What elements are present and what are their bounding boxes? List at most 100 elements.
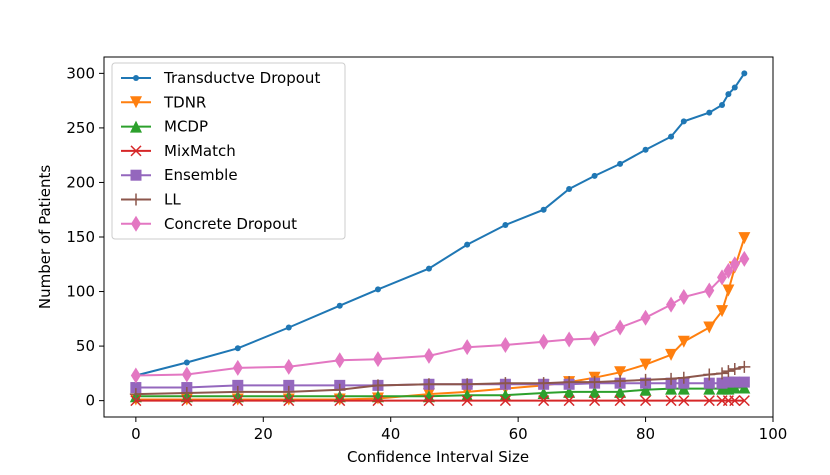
data-point-mixmatch: [678, 395, 690, 407]
data-point-mixmatch: [738, 395, 750, 407]
series-ll: [129, 360, 751, 401]
data-point-ll: [677, 371, 690, 384]
x-tick-label: 0: [131, 425, 141, 443]
x-tick-label: 80: [636, 425, 655, 443]
data-point-concrete-dropout: [130, 367, 141, 384]
data-point-concrete-dropout: [640, 309, 651, 326]
y-tick-label: 0: [85, 392, 95, 410]
data-point-concrete-dropout: [564, 331, 575, 348]
data-point-mixmatch: [232, 395, 244, 407]
legend-item-ll: LL: [121, 191, 181, 209]
data-point-ll: [129, 388, 142, 401]
data-point-mcdp: [614, 385, 627, 398]
data-point-transductve-dropout: [725, 91, 732, 98]
data-point-transductve-dropout: [425, 265, 432, 272]
data-point-transductve-dropout: [183, 359, 190, 366]
y-tick-label: 100: [66, 283, 95, 301]
data-point-ensemble: [130, 382, 142, 394]
data-point-concrete-dropout: [462, 339, 473, 356]
data-point-tdnr: [665, 348, 678, 361]
data-point-ll: [614, 375, 627, 387]
data-point-transductve-dropout: [706, 109, 713, 116]
data-point-concrete-dropout: [615, 319, 626, 336]
data-point-transductve-dropout: [731, 84, 738, 91]
data-point-ll: [563, 376, 576, 389]
legend-label: LL: [164, 191, 181, 209]
legend-item-concrete-dropout: Concrete Dropout: [121, 215, 297, 233]
data-point-ll: [461, 378, 474, 391]
data-point-mcdp: [588, 385, 601, 398]
data-point-transductve-dropout: [566, 186, 573, 192]
data-point-mixmatch: [640, 395, 652, 407]
x-tick-label: 100: [759, 425, 788, 443]
data-point-mixmatch: [563, 395, 575, 407]
x-axis-label: Confidence Interval Size: [347, 448, 529, 466]
data-point-ll: [499, 377, 512, 390]
x-tick-label: 20: [254, 425, 273, 443]
legend-label: MixMatch: [164, 142, 236, 160]
data-point-mixmatch: [665, 395, 677, 407]
legend: Transductve Dropout TDNR MCDP MixMatch Ensem…: [111, 62, 346, 240]
data-point-ensemble: [283, 379, 295, 391]
data-point-mcdp: [371, 390, 384, 403]
data-point-ll: [703, 368, 716, 381]
data-point-concrete-dropout: [739, 250, 750, 267]
data-point-transductve-dropout: [642, 146, 649, 153]
legend-marker: [130, 193, 142, 206]
data-point-ll: [180, 387, 193, 399]
series-concrete-dropout: [130, 250, 750, 384]
y-axis-label: Number of Patients: [36, 165, 54, 309]
y-tick-label: 50: [76, 337, 95, 355]
data-point-mixmatch: [181, 395, 193, 407]
data-point-mcdp: [563, 385, 576, 398]
legend-label: MCDP: [164, 118, 208, 136]
y-tick-label: 200: [66, 173, 95, 191]
data-point-transductve-dropout: [680, 118, 687, 125]
data-point-ll: [333, 383, 346, 396]
series-transductve-dropout: [132, 70, 748, 379]
legend-marker: [130, 96, 142, 109]
y-tick-label: 150: [66, 228, 95, 246]
data-point-concrete-dropout: [232, 359, 243, 376]
data-point-concrete-dropout: [283, 358, 294, 375]
y-tick-label: 300: [66, 64, 95, 82]
data-point-ll: [716, 367, 729, 380]
data-point-tdnr: [639, 358, 652, 371]
data-point-ll: [371, 379, 384, 392]
legend-item-mixmatch: MixMatch: [121, 142, 236, 160]
data-point-transductve-dropout: [502, 222, 509, 228]
data-point-mixmatch: [423, 395, 435, 407]
data-point-ensemble: [716, 377, 728, 389]
legend-marker: [130, 145, 142, 157]
y-axis: 0 50 100 150 200 250 300: [66, 64, 104, 410]
data-point-concrete-dropout: [334, 352, 345, 369]
data-point-concrete-dropout: [717, 269, 728, 286]
data-point-concrete-dropout: [372, 351, 383, 368]
data-point-ll: [282, 385, 295, 398]
legend-item-tdnr: TDNR: [121, 93, 206, 111]
data-point-mcdp: [639, 383, 652, 396]
legend-marker: [133, 75, 139, 81]
data-point-ll: [722, 365, 735, 378]
data-point-mixmatch: [703, 395, 715, 407]
data-point-transductve-dropout: [719, 102, 726, 108]
legend-label: Transductve Dropout: [163, 69, 320, 87]
data-point-ll: [728, 363, 741, 375]
data-point-concrete-dropout: [729, 256, 740, 273]
data-point-ll: [231, 385, 244, 398]
data-point-transductve-dropout: [668, 133, 675, 140]
data-point-concrete-dropout: [538, 333, 549, 350]
y-tick-label: 250: [66, 119, 95, 137]
data-point-mixmatch: [589, 395, 601, 407]
data-point-transductve-dropout: [285, 324, 292, 331]
data-point-tdnr: [677, 335, 690, 348]
series-line-concrete-dropout: [135, 257, 745, 377]
data-point-transductve-dropout: [617, 160, 624, 167]
data-point-mixmatch: [729, 395, 741, 407]
data-point-ensemble: [232, 379, 244, 391]
x-axis: 0 20 40 60 80 100: [131, 417, 787, 443]
data-point-mixmatch: [614, 395, 626, 407]
data-point-concrete-dropout: [666, 296, 677, 313]
data-point-transductve-dropout: [591, 172, 598, 179]
data-point-mcdp: [422, 390, 435, 403]
